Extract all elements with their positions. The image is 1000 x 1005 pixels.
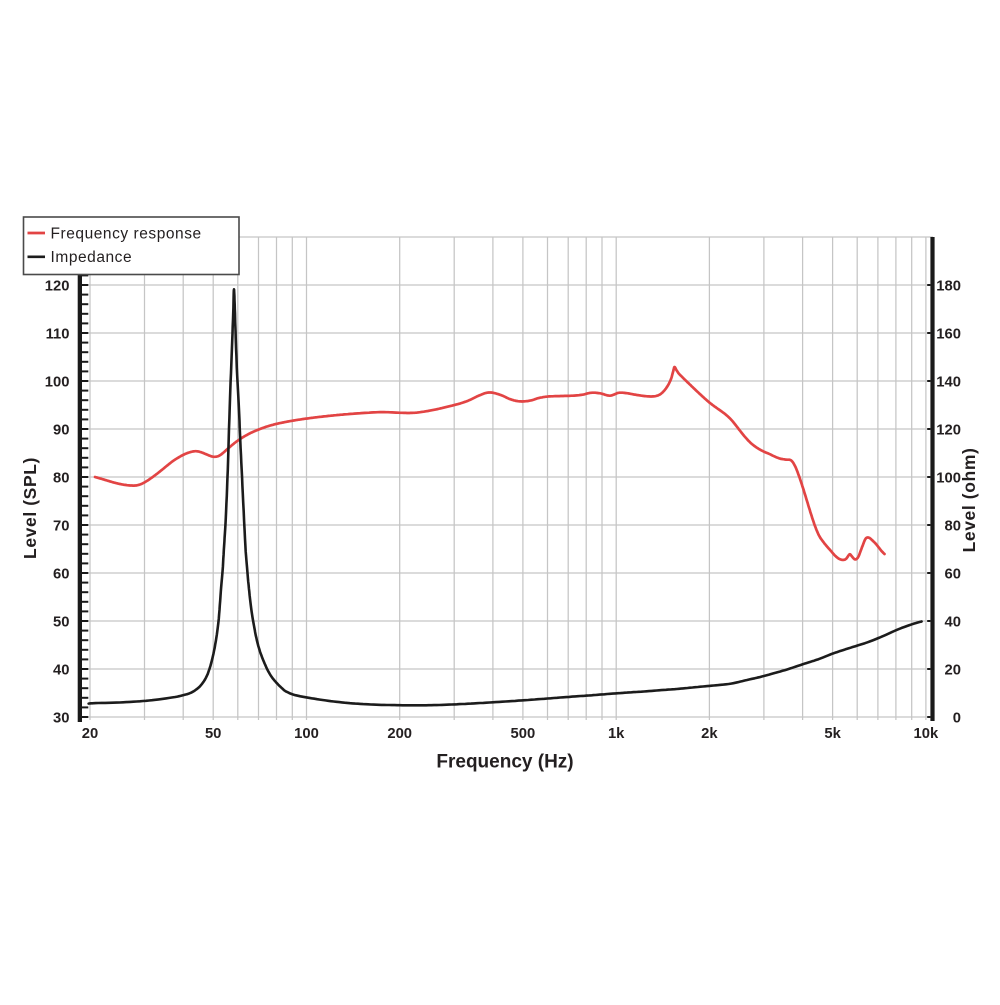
svg-text:Level (ohm): Level (ohm) <box>959 448 979 553</box>
svg-text:160: 160 <box>936 326 961 342</box>
svg-text:100: 100 <box>294 726 319 742</box>
svg-text:80: 80 <box>945 518 961 534</box>
svg-text:40: 40 <box>53 662 69 678</box>
svg-text:Frequency response: Frequency response <box>51 226 202 243</box>
svg-text:100: 100 <box>45 374 70 390</box>
svg-text:Frequency (Hz): Frequency (Hz) <box>436 752 573 773</box>
svg-text:500: 500 <box>511 726 536 742</box>
svg-text:Impedance: Impedance <box>51 249 133 266</box>
svg-text:20: 20 <box>82 726 98 742</box>
svg-text:60: 60 <box>53 566 69 582</box>
svg-text:30: 30 <box>53 710 69 726</box>
svg-text:Level (SPL): Level (SPL) <box>20 457 40 559</box>
svg-text:1k: 1k <box>608 726 625 742</box>
svg-text:120: 120 <box>936 422 961 438</box>
svg-text:80: 80 <box>53 470 69 486</box>
svg-text:50: 50 <box>205 726 221 742</box>
svg-text:70: 70 <box>53 518 69 534</box>
svg-text:90: 90 <box>53 422 69 438</box>
svg-text:100: 100 <box>936 470 961 486</box>
svg-text:60: 60 <box>945 566 961 582</box>
svg-text:40: 40 <box>945 614 961 630</box>
svg-text:180: 180 <box>936 278 961 294</box>
svg-text:0: 0 <box>953 710 961 726</box>
svg-text:2k: 2k <box>701 726 718 742</box>
svg-text:140: 140 <box>936 374 961 390</box>
svg-text:10k: 10k <box>914 726 939 742</box>
svg-text:50: 50 <box>53 614 69 630</box>
svg-text:110: 110 <box>46 326 70 342</box>
svg-text:5k: 5k <box>824 726 841 742</box>
svg-text:120: 120 <box>45 278 70 294</box>
svg-text:200: 200 <box>387 726 412 742</box>
svg-text:20: 20 <box>945 662 961 678</box>
